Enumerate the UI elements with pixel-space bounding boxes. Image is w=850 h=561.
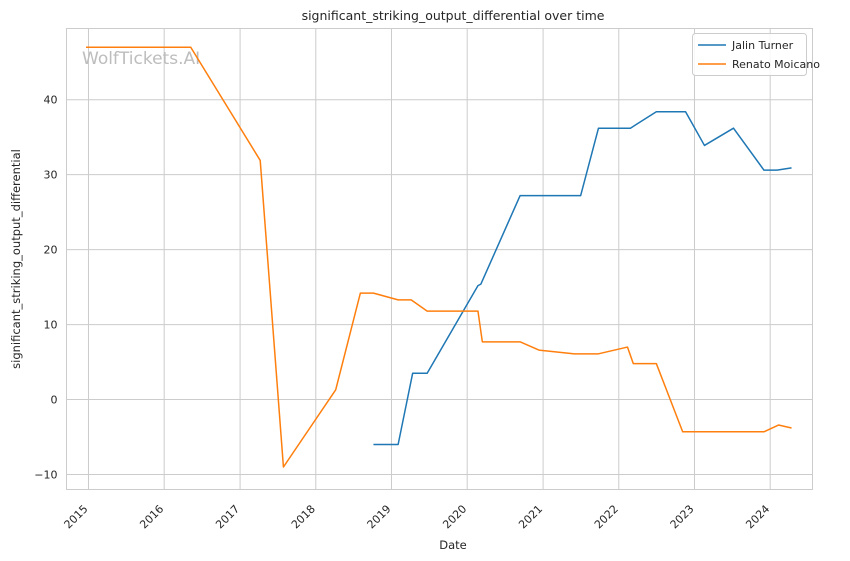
legend-box (692, 33, 807, 76)
x-tick-label: 2015 (62, 502, 91, 531)
x-tick-label: 2023 (668, 502, 697, 531)
x-axis-label: Date (439, 538, 467, 552)
x-tick-label: 2019 (365, 502, 394, 531)
series-layer (86, 46, 792, 468)
watermark: WolfTickets.AI (82, 49, 200, 69)
plot-frame (66, 28, 813, 490)
y-tick-label: 10 (44, 319, 58, 332)
x-tick-label: 2024 (743, 502, 772, 531)
tick-layer: −10 0 10 20 30 40 2015 2016 2017 2018 2019 2020 2021… (34, 94, 772, 532)
x-tick-label: 2021 (516, 502, 545, 531)
legend: Jalin Turner Renato Moicano (692, 33, 820, 76)
x-tick-label: 2022 (592, 502, 621, 531)
series-line-2 (86, 46, 792, 468)
legend-label-1: Jalin Turner (731, 39, 794, 52)
x-tick-label: 2017 (213, 502, 242, 531)
y-tick-label: 40 (44, 94, 58, 107)
y-axis-label: significant_striking_output_differential (9, 149, 23, 369)
x-tick-label: 2016 (137, 502, 166, 531)
series-line-1 (373, 110, 792, 446)
y-tick-label: −10 (34, 469, 57, 482)
legend-label-2: Renato Moicano (732, 58, 820, 71)
grid-layer (66, 28, 813, 490)
chart-title: significant_striking_output_differential… (302, 8, 605, 23)
x-tick-label: 2020 (440, 502, 469, 531)
x-tick-label: 2018 (289, 502, 318, 531)
y-tick-label: 30 (44, 169, 58, 182)
y-tick-label: 20 (44, 244, 58, 257)
y-tick-label: 0 (51, 394, 58, 407)
